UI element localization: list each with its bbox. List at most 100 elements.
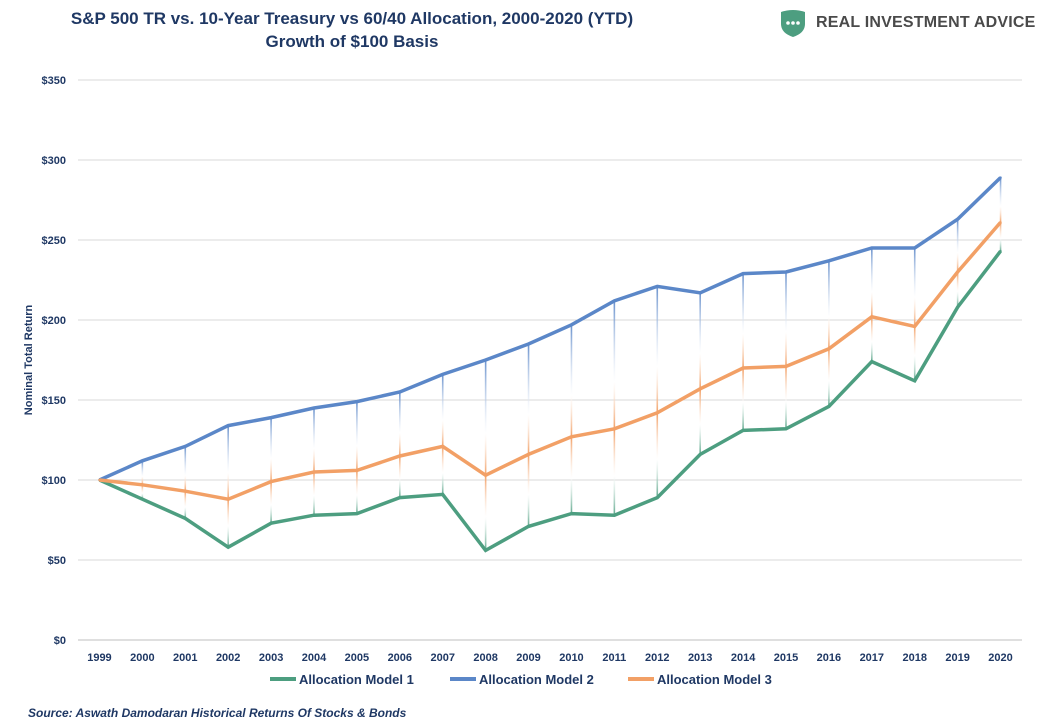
allocation-model-2-point xyxy=(141,459,144,462)
allocation-model-3-point xyxy=(441,445,444,448)
allocation-model-3-point xyxy=(269,480,273,483)
allocation-model-3-point xyxy=(98,478,101,482)
allocation-model-2-legend-label: Allocation Model 2 xyxy=(479,672,594,687)
y-tick-label: $300 xyxy=(42,155,66,167)
allocation-model-3-point xyxy=(698,387,702,390)
x-tick-label: 2015 xyxy=(774,652,798,664)
x-tick-label: 2017 xyxy=(860,652,884,664)
x-tick-label: 2007 xyxy=(430,652,454,664)
x-tick-label: 2014 xyxy=(731,652,756,664)
allocation-model-2-point xyxy=(870,246,874,250)
y-tick-label: $150 xyxy=(42,395,66,407)
chart-title-line1: S&P 500 TR vs. 10-Year Treasury vs 60/40… xyxy=(70,9,634,28)
allocation-model-3-point xyxy=(827,347,831,350)
allocation-model-3-point xyxy=(527,453,530,456)
allocation-model-3-point xyxy=(141,483,144,486)
allocation-model-1-point xyxy=(741,429,745,432)
allocation-model-2-point xyxy=(355,400,359,403)
allocation-model-1-point xyxy=(827,405,831,408)
y-tick-label: $100 xyxy=(42,475,66,487)
allocation-model-3-legend-label: Allocation Model 3 xyxy=(657,672,772,687)
allocation-model-2-point xyxy=(398,390,402,394)
allocation-model-2-point xyxy=(484,358,487,362)
allocation-model-1-point xyxy=(269,522,273,525)
y-tick-label: $0 xyxy=(54,635,66,647)
x-tick-label: 2009 xyxy=(516,652,540,664)
y-tick-label: $350 xyxy=(42,75,66,87)
allocation-model-2-point xyxy=(741,272,745,275)
y-tick-label: $200 xyxy=(42,315,66,327)
allocation-model-2-point xyxy=(570,323,573,326)
allocation-model-3-point xyxy=(226,498,230,501)
x-tick-label: 2001 xyxy=(173,652,197,664)
allocation-model-1-point xyxy=(999,250,1002,253)
allocation-model-3-point xyxy=(484,474,487,477)
x-tick-label: 2013 xyxy=(688,652,712,664)
y-tick-label: $250 xyxy=(42,235,66,247)
allocation-model-3-point xyxy=(741,366,745,370)
allocation-model-2-point xyxy=(999,176,1002,179)
x-tick-label: 2000 xyxy=(130,652,154,664)
allocation-model-2-point xyxy=(184,445,187,448)
allocation-model-1-line xyxy=(98,250,1002,553)
allocation-model-2-point xyxy=(226,424,230,427)
allocation-model-3-point xyxy=(956,270,959,274)
allocation-model-3-point xyxy=(184,490,187,493)
x-tick-label: 2010 xyxy=(559,652,583,664)
x-tick-label: 2018 xyxy=(902,652,926,664)
allocation-model-3-point xyxy=(999,221,1002,224)
chart-title: S&P 500 TR vs. 10-Year Treasury vs 60/40… xyxy=(12,8,692,54)
allocation-model-1-point xyxy=(870,360,874,363)
x-tick-label: 2012 xyxy=(645,652,669,664)
allocation-model-1-point xyxy=(613,514,616,517)
x-tick-label: 2005 xyxy=(345,652,369,664)
x-tick-label: 2011 xyxy=(602,652,626,664)
allocation-model-2-point xyxy=(913,246,916,250)
allocation-model-1-point xyxy=(784,427,788,430)
allocation-model-3-point xyxy=(656,411,659,414)
allocation-model-1-point xyxy=(570,512,573,515)
allocation-model-3-point xyxy=(355,469,359,472)
allocation-model-3-line xyxy=(99,221,1002,502)
allocation-model-2-point xyxy=(956,218,959,221)
source-note: Source: Aswath Damodaran Historical Retu… xyxy=(28,706,407,720)
allocation-model-3-point xyxy=(570,435,573,438)
allocation-model-1-point xyxy=(656,496,659,499)
allocation-model-2-point xyxy=(269,416,273,419)
allocation-model-1-point xyxy=(698,453,702,456)
x-tick-label: 2016 xyxy=(817,652,841,664)
y-axis-label: Nominal Total Return xyxy=(23,305,35,416)
allocation-model-1-point xyxy=(527,525,530,528)
x-tick-label: 1999 xyxy=(87,652,111,664)
y-tick-label: $50 xyxy=(48,555,66,567)
x-tick-label: 2006 xyxy=(388,652,412,664)
allocation-model-1-point xyxy=(484,549,487,552)
brand-logo[interactable]: REAL INVESTMENT ADVICE xyxy=(778,7,1036,39)
allocation-model-1-point xyxy=(355,512,359,515)
allocation-model-2-point xyxy=(656,285,659,288)
allocation-model-2-line xyxy=(98,176,1002,482)
shield-logo-icon xyxy=(781,10,805,37)
allocation-model-2-point xyxy=(441,373,444,376)
x-tick-label: 2008 xyxy=(473,652,497,664)
allocation-model-1-point xyxy=(312,514,316,517)
allocation-model-2-point xyxy=(698,291,702,294)
brand-name: REAL INVESTMENT ADVICE xyxy=(816,14,1036,31)
allocation-model-3-point xyxy=(398,454,402,458)
allocation-model-1-point xyxy=(956,306,959,309)
allocation-model-1-point xyxy=(141,498,144,501)
allocation-model-2-point xyxy=(827,259,831,262)
x-tick-label: 2019 xyxy=(945,652,969,664)
allocation-model-2-point xyxy=(312,406,316,410)
allocation-model-3-point xyxy=(784,365,788,368)
allocation-model-2-point xyxy=(784,270,788,274)
allocation-model-3-point xyxy=(870,315,874,318)
chart-title-line2: Growth of $100 Basis xyxy=(265,32,439,51)
x-tick-label: 2002 xyxy=(216,652,240,664)
allocation-model-3-point xyxy=(913,325,916,328)
allocation-model-2-point xyxy=(527,342,530,346)
allocation-model-1-point xyxy=(398,496,402,499)
allocation-model-1-legend-label: Allocation Model 1 xyxy=(299,672,414,687)
allocation-model-1-point xyxy=(441,493,444,496)
